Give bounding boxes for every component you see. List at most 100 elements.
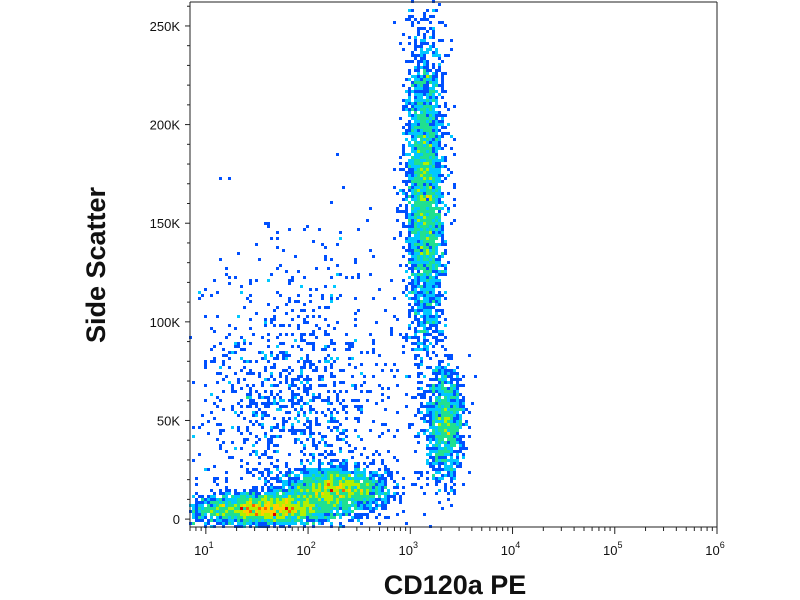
event-dot [333,384,336,387]
event-dot [411,258,414,261]
event-dot [408,102,411,105]
event-dot [345,477,348,480]
event-dot [426,279,429,282]
event-dot [387,489,390,492]
event-dot [363,447,366,450]
event-dot [456,465,459,468]
event-dot [312,453,315,456]
event-dot [309,504,312,507]
event-dot [267,303,270,306]
event-dot [423,51,426,54]
event-dot [435,441,438,444]
event-dot [435,183,438,186]
event-dot [426,9,429,12]
event-dot [435,402,438,405]
event-dot [453,399,456,402]
event-dot [429,291,432,294]
event-dot [264,510,267,513]
event-dot [366,465,369,468]
event-dot [420,162,423,165]
event-dot [444,297,447,300]
event-dot [291,432,294,435]
event-dot [324,306,327,309]
event-dot [300,462,303,465]
event-dot [240,459,243,462]
event-dot [306,492,309,495]
event-dot [405,393,408,396]
event-dot [441,39,444,42]
event-dot [405,102,408,105]
event-dot [423,327,426,330]
event-dot [306,459,309,462]
event-dot [441,222,444,225]
event-dot [282,429,285,432]
event-dot [438,141,441,144]
event-dot [258,501,261,504]
event-dot [324,519,327,522]
event-dot [429,45,432,48]
event-dot [330,510,333,513]
event-dot [399,234,402,237]
event-dot [456,429,459,432]
event-dot [225,507,228,510]
event-dot [417,279,420,282]
event-dot [438,207,441,210]
event-dot [438,54,441,57]
event-dot [414,201,417,204]
event-dot [429,285,432,288]
event-dot [414,342,417,345]
event-dot [417,102,420,105]
event-dot [438,3,441,6]
event-dot [441,180,444,183]
event-dot [216,516,219,519]
event-dot [429,321,432,324]
event-dot [408,162,411,165]
event-dot [321,384,324,387]
event-dot [342,486,345,489]
event-dot [207,522,210,525]
event-dot [267,225,270,228]
event-dot [297,480,300,483]
event-dot [435,267,438,270]
event-dot [429,48,432,51]
event-dot [438,360,441,363]
event-dot [435,444,438,447]
event-dot [333,498,336,501]
event-dot [330,444,333,447]
event-dot [360,498,363,501]
event-dot [432,246,435,249]
event-dot [333,327,336,330]
event-dot [420,141,423,144]
event-dot [315,492,318,495]
event-dot [408,426,411,429]
event-dot [435,135,438,138]
event-dot [240,477,243,480]
event-dot [444,24,447,27]
event-dot [348,450,351,453]
event-dot [327,501,330,504]
event-dot [363,489,366,492]
event-dot [324,366,327,369]
event-dot [225,495,228,498]
event-dot [414,300,417,303]
event-dot [435,321,438,324]
event-dot [420,126,423,129]
event-dot [447,417,450,420]
event-dot [429,318,432,321]
event-dot [426,207,429,210]
event-dot [417,231,420,234]
event-dot [423,195,426,198]
event-dot [411,9,414,12]
event-dot [204,507,207,510]
event-dot [417,171,420,174]
event-dot [345,498,348,501]
event-dot [291,498,294,501]
event-dot [357,492,360,495]
event-dot [417,477,420,480]
event-dot [213,519,216,522]
event-dot [318,423,321,426]
event-dot [432,105,435,108]
event-dot [318,462,321,465]
event-dot [303,477,306,480]
event-dot [372,498,375,501]
